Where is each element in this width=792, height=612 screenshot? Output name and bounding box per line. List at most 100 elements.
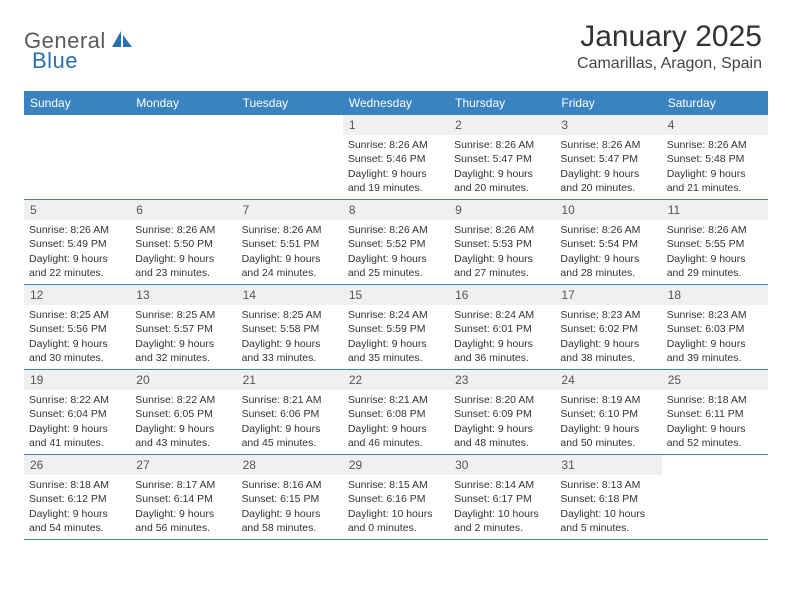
daylight-text: Daylight: 9 hours (348, 337, 444, 351)
daylight-text: and 58 minutes. (242, 521, 338, 535)
sunset-text: Sunset: 5:56 PM (29, 322, 125, 336)
month-title: January 2025 (577, 20, 762, 53)
daylight-text: and 39 minutes. (667, 351, 763, 365)
day-number: 13 (130, 285, 236, 305)
calendar-cell: 11Sunrise: 8:26 AMSunset: 5:55 PMDayligh… (662, 200, 768, 284)
calendar-cell: 21Sunrise: 8:21 AMSunset: 6:06 PMDayligh… (237, 370, 343, 454)
sunset-text: Sunset: 6:10 PM (560, 407, 656, 421)
sunrise-text: Sunrise: 8:18 AM (29, 478, 125, 492)
calendar-cell: 24Sunrise: 8:19 AMSunset: 6:10 PMDayligh… (555, 370, 661, 454)
day-details: Sunrise: 8:24 AMSunset: 5:59 PMDaylight:… (343, 305, 449, 369)
sunrise-text: Sunrise: 8:25 AM (135, 308, 231, 322)
sunset-text: Sunset: 6:17 PM (454, 492, 550, 506)
calendar-cell: 15Sunrise: 8:24 AMSunset: 5:59 PMDayligh… (343, 285, 449, 369)
day-details: Sunrise: 8:26 AMSunset: 5:49 PMDaylight:… (24, 220, 130, 284)
sunrise-text: Sunrise: 8:18 AM (667, 393, 763, 407)
day-number: 20 (130, 370, 236, 390)
daylight-text: and 25 minutes. (348, 266, 444, 280)
calendar-week: 1Sunrise: 8:26 AMSunset: 5:46 PMDaylight… (24, 115, 768, 200)
day-details: Sunrise: 8:14 AMSunset: 6:17 PMDaylight:… (449, 475, 555, 539)
daylight-text: and 22 minutes. (29, 266, 125, 280)
weekday-header: Sunday (24, 91, 130, 115)
calendar-cell: 22Sunrise: 8:21 AMSunset: 6:08 PMDayligh… (343, 370, 449, 454)
daylight-text: Daylight: 9 hours (454, 167, 550, 181)
day-number: 6 (130, 200, 236, 220)
sunset-text: Sunset: 6:08 PM (348, 407, 444, 421)
sunrise-text: Sunrise: 8:21 AM (348, 393, 444, 407)
day-number: 24 (555, 370, 661, 390)
sunrise-text: Sunrise: 8:26 AM (29, 223, 125, 237)
weekday-header: Wednesday (343, 91, 449, 115)
day-details: Sunrise: 8:26 AMSunset: 5:47 PMDaylight:… (555, 135, 661, 199)
day-number: 2 (449, 115, 555, 135)
sunrise-text: Sunrise: 8:14 AM (454, 478, 550, 492)
calendar-week: 12Sunrise: 8:25 AMSunset: 5:56 PMDayligh… (24, 285, 768, 370)
calendar-cell: 13Sunrise: 8:25 AMSunset: 5:57 PMDayligh… (130, 285, 236, 369)
calendar-cell: 26Sunrise: 8:18 AMSunset: 6:12 PMDayligh… (24, 455, 130, 539)
sunrise-text: Sunrise: 8:26 AM (348, 138, 444, 152)
daylight-text: Daylight: 9 hours (29, 337, 125, 351)
sunset-text: Sunset: 5:47 PM (454, 152, 550, 166)
calendar-cell: 31Sunrise: 8:13 AMSunset: 6:18 PMDayligh… (555, 455, 661, 539)
daylight-text: and 52 minutes. (667, 436, 763, 450)
day-details: Sunrise: 8:25 AMSunset: 5:56 PMDaylight:… (24, 305, 130, 369)
day-number: 14 (237, 285, 343, 305)
daylight-text: Daylight: 10 hours (454, 507, 550, 521)
title-block: January 2025 Camarillas, Aragon, Spain (577, 20, 768, 73)
day-details: Sunrise: 8:22 AMSunset: 6:05 PMDaylight:… (130, 390, 236, 454)
calendar-grid: Sunday Monday Tuesday Wednesday Thursday… (24, 91, 768, 540)
sunrise-text: Sunrise: 8:22 AM (29, 393, 125, 407)
day-details: Sunrise: 8:18 AMSunset: 6:11 PMDaylight:… (662, 390, 768, 454)
sunset-text: Sunset: 6:09 PM (454, 407, 550, 421)
sunrise-text: Sunrise: 8:26 AM (667, 223, 763, 237)
day-number: 15 (343, 285, 449, 305)
sunset-text: Sunset: 5:58 PM (242, 322, 338, 336)
day-details: Sunrise: 8:26 AMSunset: 5:48 PMDaylight:… (662, 135, 768, 199)
logo-text-blue-wrap: Blue (32, 48, 78, 74)
daylight-text: and 30 minutes. (29, 351, 125, 365)
daylight-text: Daylight: 9 hours (29, 507, 125, 521)
daylight-text: Daylight: 9 hours (454, 252, 550, 266)
sunrise-text: Sunrise: 8:26 AM (667, 138, 763, 152)
sunrise-text: Sunrise: 8:26 AM (454, 223, 550, 237)
day-details: Sunrise: 8:18 AMSunset: 6:12 PMDaylight:… (24, 475, 130, 539)
daylight-text: Daylight: 9 hours (454, 337, 550, 351)
day-details: Sunrise: 8:23 AMSunset: 6:02 PMDaylight:… (555, 305, 661, 369)
sunrise-text: Sunrise: 8:26 AM (348, 223, 444, 237)
daylight-text: and 27 minutes. (454, 266, 550, 280)
daylight-text: Daylight: 9 hours (242, 422, 338, 436)
daylight-text: Daylight: 9 hours (29, 422, 125, 436)
calendar-cell: 1Sunrise: 8:26 AMSunset: 5:46 PMDaylight… (343, 115, 449, 199)
day-details: Sunrise: 8:24 AMSunset: 6:01 PMDaylight:… (449, 305, 555, 369)
calendar-cell (130, 115, 236, 199)
daylight-text: Daylight: 9 hours (560, 337, 656, 351)
day-number: 12 (24, 285, 130, 305)
sunset-text: Sunset: 6:14 PM (135, 492, 231, 506)
day-number: 7 (237, 200, 343, 220)
calendar-cell: 25Sunrise: 8:18 AMSunset: 6:11 PMDayligh… (662, 370, 768, 454)
sunrise-text: Sunrise: 8:26 AM (135, 223, 231, 237)
day-number: 11 (662, 200, 768, 220)
daylight-text: and 36 minutes. (454, 351, 550, 365)
daylight-text: Daylight: 9 hours (667, 167, 763, 181)
daylight-text: and 24 minutes. (242, 266, 338, 280)
daylight-text: Daylight: 9 hours (242, 252, 338, 266)
daylight-text: Daylight: 9 hours (348, 167, 444, 181)
daylight-text: Daylight: 9 hours (135, 252, 231, 266)
sunrise-text: Sunrise: 8:15 AM (348, 478, 444, 492)
daylight-text: and 29 minutes. (667, 266, 763, 280)
calendar-cell: 29Sunrise: 8:15 AMSunset: 6:16 PMDayligh… (343, 455, 449, 539)
day-details: Sunrise: 8:26 AMSunset: 5:51 PMDaylight:… (237, 220, 343, 284)
sunrise-text: Sunrise: 8:24 AM (454, 308, 550, 322)
sunset-text: Sunset: 5:46 PM (348, 152, 444, 166)
daylight-text: and 43 minutes. (135, 436, 231, 450)
sunset-text: Sunset: 5:51 PM (242, 237, 338, 251)
day-details: Sunrise: 8:17 AMSunset: 6:14 PMDaylight:… (130, 475, 236, 539)
sunset-text: Sunset: 6:02 PM (560, 322, 656, 336)
day-details: Sunrise: 8:26 AMSunset: 5:53 PMDaylight:… (449, 220, 555, 284)
weekday-header: Monday (130, 91, 236, 115)
sunset-text: Sunset: 5:47 PM (560, 152, 656, 166)
sunset-text: Sunset: 5:52 PM (348, 237, 444, 251)
daylight-text: and 46 minutes. (348, 436, 444, 450)
weekday-header-row: Sunday Monday Tuesday Wednesday Thursday… (24, 91, 768, 115)
